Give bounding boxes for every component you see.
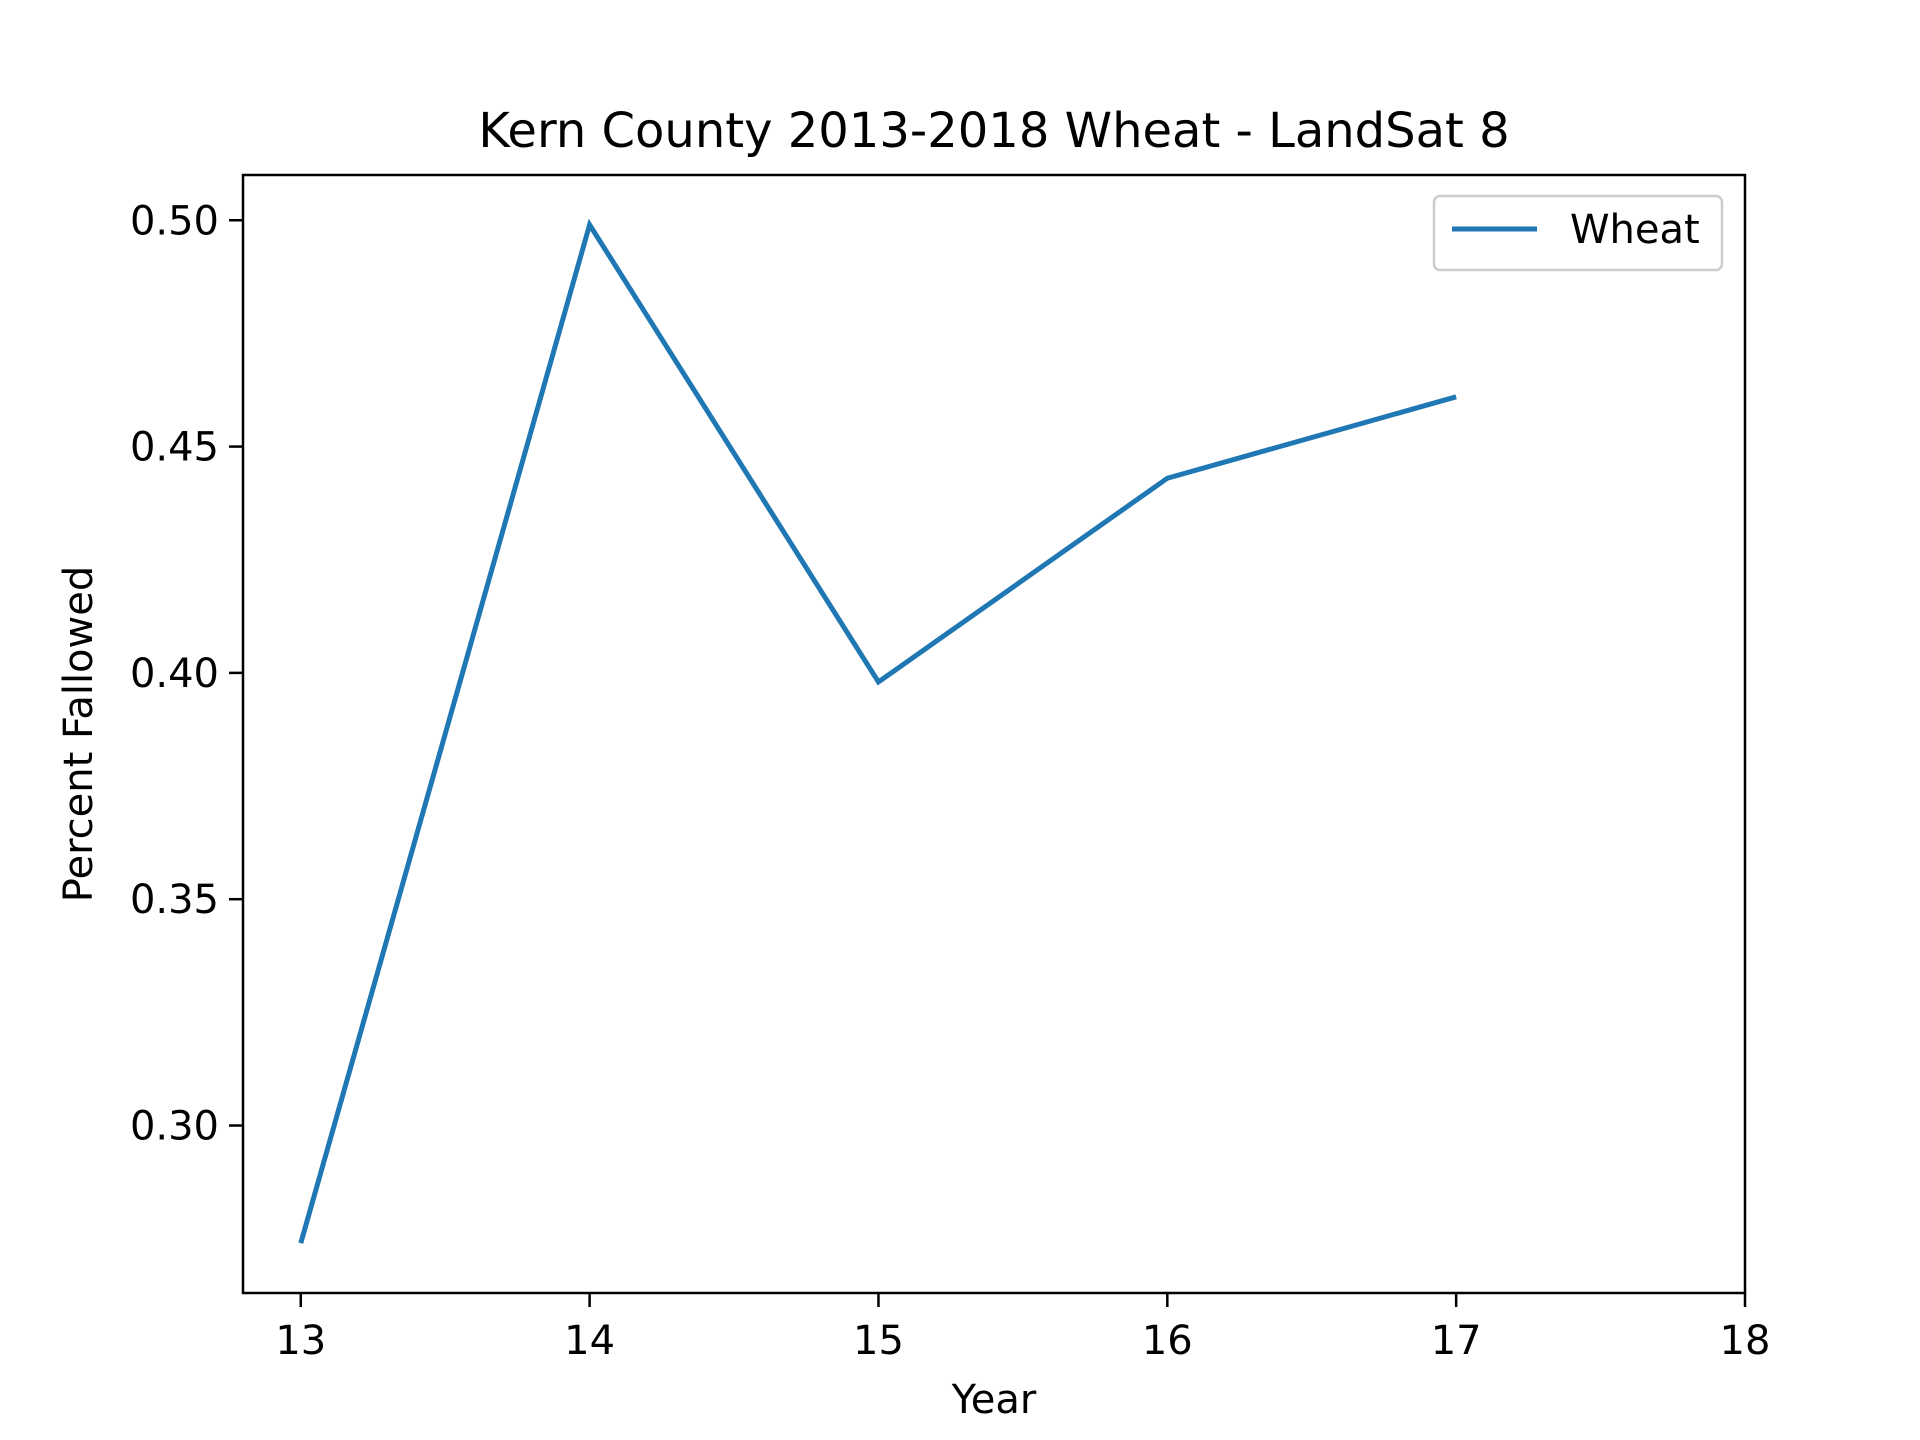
x-tick-label: 16 bbox=[1142, 1318, 1193, 1364]
y-tick-label: 0.35 bbox=[130, 877, 219, 923]
legend-box bbox=[1432, 194, 1724, 272]
y-tick-label: 0.45 bbox=[130, 425, 219, 471]
x-tick-label: 13 bbox=[275, 1318, 326, 1364]
series-line-wheat bbox=[298, 218, 1457, 1244]
y-tick-label: 0.50 bbox=[130, 198, 219, 244]
axes-frame bbox=[241, 173, 1747, 1295]
y-axis-ticks: 0.30 0.35 0.40 0.45 0.50 bbox=[130, 198, 243, 1150]
x-tick-label: 17 bbox=[1431, 1318, 1482, 1364]
x-tick-label: 18 bbox=[1720, 1318, 1771, 1364]
y-axis-label: Percent Fallowed bbox=[56, 566, 102, 902]
plot-area bbox=[298, 218, 1457, 1244]
x-tick-label: 15 bbox=[853, 1318, 904, 1364]
x-tick-label: 14 bbox=[564, 1318, 615, 1364]
x-axis-label: Year bbox=[951, 1377, 1037, 1423]
chart-title: Kern County 2013-2018 Wheat - LandSat 8 bbox=[478, 103, 1509, 159]
legend: Wheat bbox=[1432, 194, 1724, 272]
x-axis-ticks: 13 14 15 16 17 18 bbox=[275, 1293, 1770, 1364]
y-tick-label: 0.40 bbox=[130, 651, 219, 697]
y-tick-label: 0.30 bbox=[130, 1104, 219, 1150]
legend-label-wheat: Wheat bbox=[1570, 207, 1700, 253]
